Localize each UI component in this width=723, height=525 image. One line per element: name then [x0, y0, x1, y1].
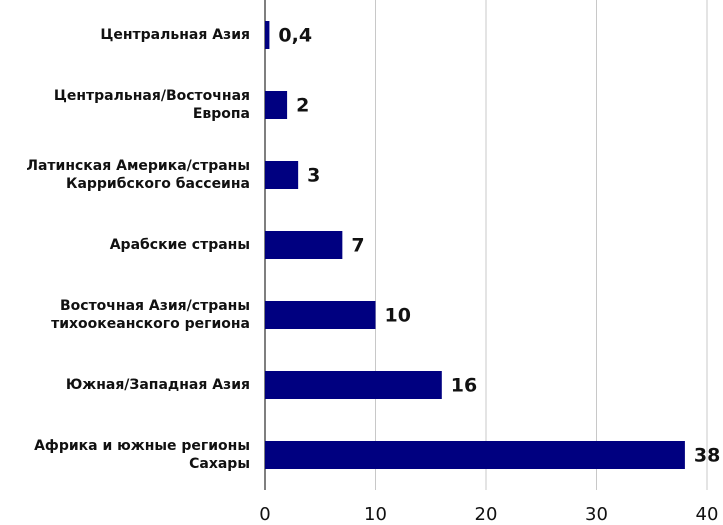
value-label: 16 — [451, 375, 477, 397]
y-tick-label: Центральная/Восточная Европа — [53, 88, 250, 122]
bar — [265, 91, 288, 119]
y-tick-label: Центральная Азия — [100, 27, 250, 43]
bar — [265, 371, 442, 399]
y-tick-label: Латинская Америка/страны Каррибского бас… — [26, 158, 250, 192]
value-label: 10 — [385, 305, 411, 327]
bar — [265, 301, 376, 329]
value-label: 7 — [351, 235, 364, 257]
x-tick-label: 30 — [585, 504, 608, 525]
value-label: 0,4 — [278, 25, 312, 47]
x-tick-label: 10 — [364, 504, 387, 525]
y-tick-label: Восточная Азия/страны тихоокеанского рег… — [51, 298, 250, 332]
y-tick-label: Африка и южные регионы Сахары — [34, 438, 250, 472]
bar — [265, 231, 343, 259]
x-tick-label: 20 — [475, 504, 498, 525]
bar — [265, 441, 685, 469]
x-tick-label: 40 — [696, 504, 719, 525]
value-label: 38 — [694, 445, 720, 467]
bar — [265, 161, 299, 189]
bar — [265, 21, 270, 49]
y-tick-label: Южная/Западная Азия — [65, 377, 250, 393]
value-label: 2 — [296, 95, 309, 117]
value-label: 3 — [307, 165, 320, 187]
x-tick-label: 0 — [259, 504, 270, 525]
y-tick-label: Арабские страны — [109, 237, 250, 253]
